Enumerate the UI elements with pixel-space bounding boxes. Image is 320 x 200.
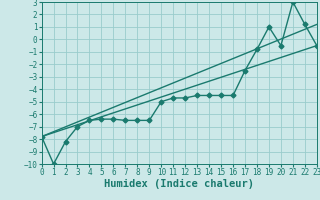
X-axis label: Humidex (Indice chaleur): Humidex (Indice chaleur): [104, 179, 254, 189]
